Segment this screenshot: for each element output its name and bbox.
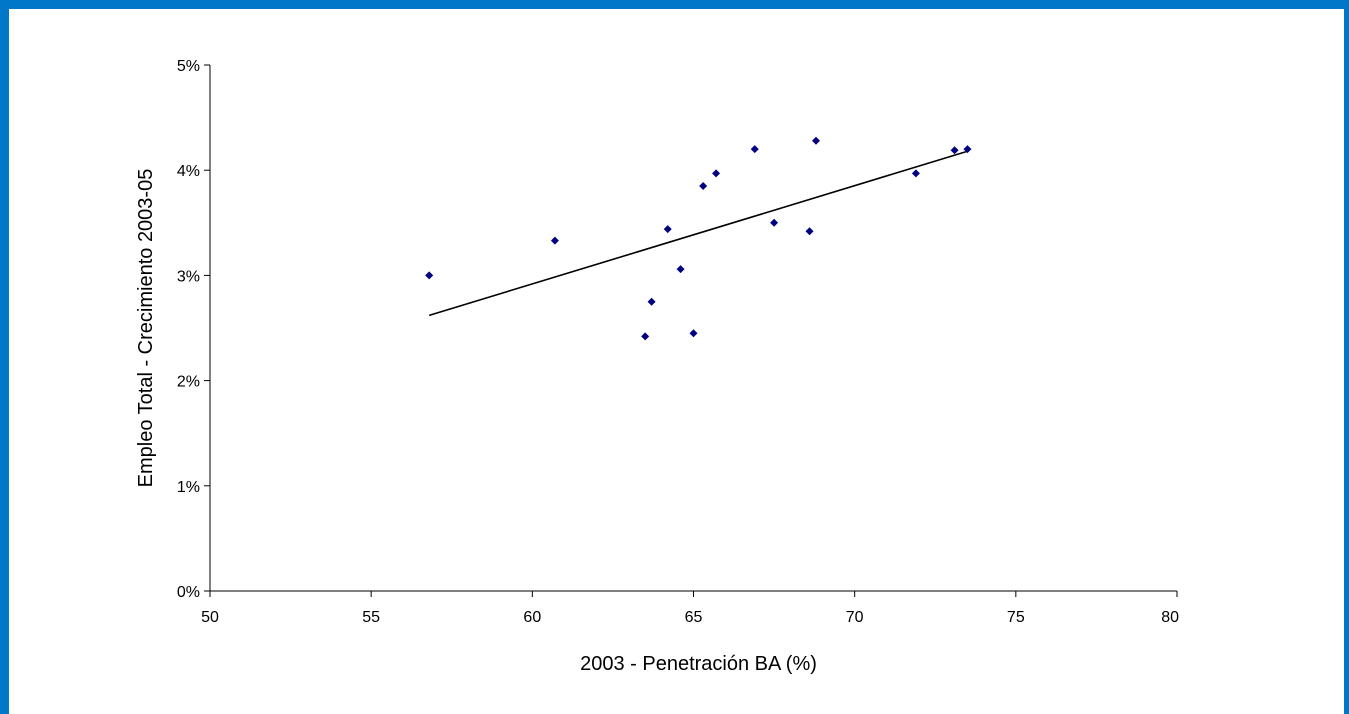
data-point [689,329,698,338]
y-tick-label: 4% [177,163,200,180]
x-tick-label: 55 [362,609,380,626]
data-point [663,225,672,234]
axes [209,65,1177,592]
data-point [805,227,814,236]
data-point [425,271,434,280]
x-tick-label: 50 [201,609,219,626]
data-point [770,218,779,227]
data-point [950,146,959,155]
data-point [963,145,972,154]
trendline [428,150,968,317]
data-point [676,265,685,274]
data-points [425,136,972,341]
x-axis-label: 2003 - Penetración BA (%) [580,653,817,675]
data-point [641,332,650,341]
y-tick-label: 5% [177,58,200,75]
trendline-group [428,150,968,317]
frame-border-top [0,0,1349,9]
y-ticks: 0% 1% 2% 3% 4% 5% [177,58,210,601]
x-tick-label: 60 [523,609,541,626]
x-tick-label: 80 [1161,609,1179,626]
data-point [550,236,559,245]
data-point [712,169,721,178]
frame-border-left [0,0,9,714]
y-tick-label: 0% [177,584,200,601]
x-tick-label: 75 [1007,609,1025,626]
y-tick-label: 3% [177,268,200,285]
y-axis-label: Empleo Total - Crecimiento 2003-05 [135,169,157,488]
frame-border-right [1344,0,1349,714]
x-ticks: 50 55 60 65 70 75 80 [201,591,1179,626]
y-tick-label: 2% [177,374,200,391]
data-point [699,181,708,190]
x-tick-label: 65 [685,609,703,626]
data-point [811,136,820,145]
data-point [647,297,656,306]
data-point [750,145,759,154]
y-tick-label: 1% [177,479,200,496]
data-point [911,169,920,178]
x-tick-label: 70 [846,609,864,626]
